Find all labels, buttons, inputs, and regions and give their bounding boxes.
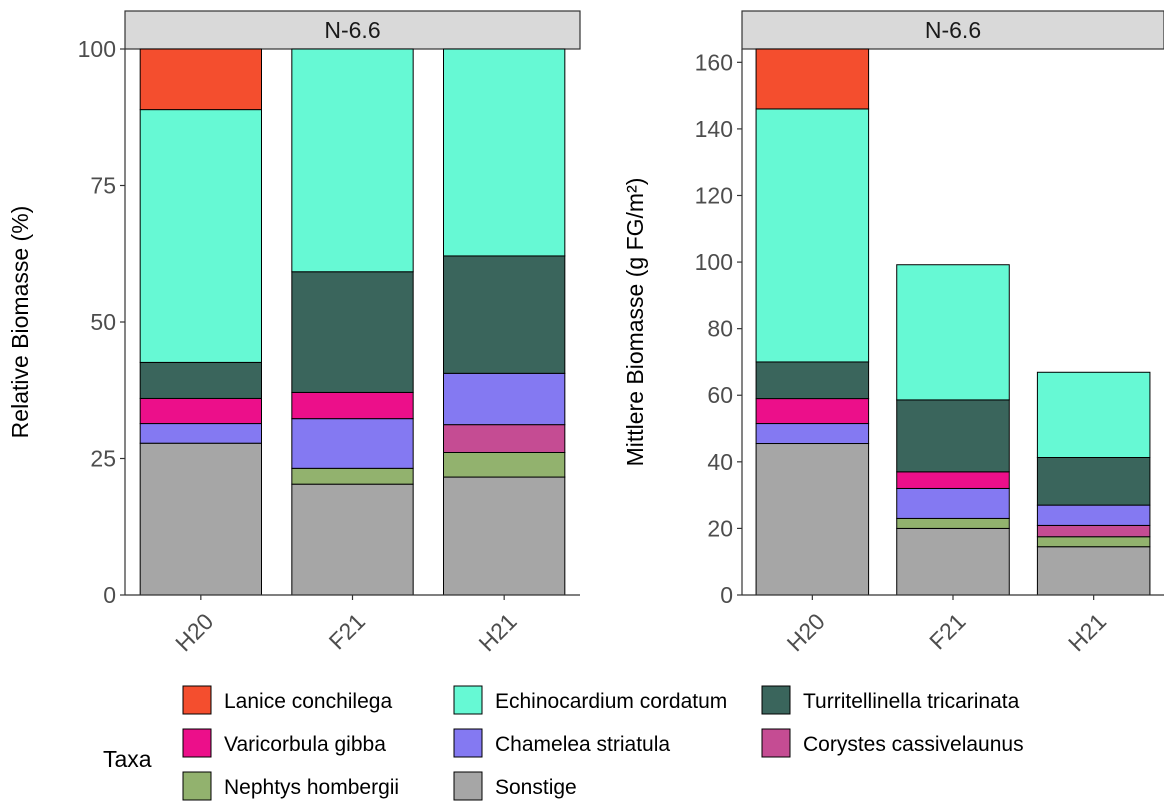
bar-segment-h21-nephtys-hombergii: [443, 451, 566, 478]
bar-segment-f21-echinocardium-cordatum: [896, 264, 1010, 401]
y-tick-label-40: 40: [707, 449, 733, 475]
legend-item-sonstige: Sonstige: [453, 771, 577, 801]
facet-strip: [741, 10, 1164, 50]
bar-segment-h21-turritellinella-tricarinata: [443, 255, 566, 374]
facet-strip: [124, 10, 581, 50]
legend: Taxa Lanice conchilega Echinocardium corda…: [103, 685, 1024, 801]
bar-segment-f21-chamelea-striatula: [291, 418, 414, 469]
bar-segment-f21-varicorbula-gibba: [896, 471, 1010, 489]
legend-label: Echinocardium cordatum: [495, 690, 727, 713]
bar-segment-f21-nephtys-hombergii: [896, 517, 1010, 529]
y-tick-label-80: 80: [707, 316, 733, 342]
legend-label: Corystes cassivelaunus: [803, 733, 1024, 756]
y-tick-label-60: 60: [707, 382, 733, 408]
legend-label: Varicorbula gibba: [224, 733, 386, 756]
chart-panels: N-6.6 H20 F21 H21 0 25 50 75 100 Relative Biomass…: [7, 10, 1164, 656]
legend-label: Nephtys hombergii: [224, 776, 399, 799]
y-tick-label-75: 75: [90, 173, 116, 199]
legend-item-lanice-conchilega: Lanice conchilega: [182, 685, 392, 715]
bar-segment-h20-echinocardium-cordatum: [755, 108, 870, 363]
bar-segment-h20-varicorbula-gibba: [139, 397, 263, 425]
bar-segment-h20-turritellinella-tricarinata: [755, 361, 870, 400]
facet-strip-label: N-6.6: [324, 17, 380, 43]
y-tick-label-0: 0: [103, 582, 116, 608]
bar-segment-f21-nephtys-hombergii: [291, 467, 414, 485]
bar-segment-f21-chamelea-striatula: [896, 487, 1010, 519]
x-tick-label-h21: H21: [473, 608, 521, 656]
bar-segment-h20-chamelea-striatula: [755, 423, 870, 445]
y-axis-title: Relative Biomasse (%): [7, 206, 33, 439]
y-tick-label-140: 140: [695, 116, 733, 142]
bar-segment-h20-lanice-conchilega: [755, 48, 870, 110]
legend-swatch: [182, 685, 212, 715]
legend-swatch: [761, 728, 791, 758]
bar-segment-h21-nephtys-hombergii: [1036, 536, 1151, 548]
legend-label: Sonstige: [495, 776, 577, 799]
legend-swatch: [182, 728, 212, 758]
bar-segment-h20-echinocardium-cordatum: [139, 109, 263, 363]
bar-segment-h21-turritellinella-tricarinata: [1036, 457, 1151, 506]
legend-label: Turritellinella tricarinata: [803, 690, 1020, 713]
legend-title: Taxa: [103, 746, 152, 772]
y-axis-title: Mittlere Biomasse (g FG/m²): [622, 178, 648, 467]
bar-segment-h20-lanice-conchilega: [139, 48, 263, 111]
legend-item-chamelea-striatula: Chamelea striatula: [453, 728, 670, 758]
y-tick-label-100: 100: [695, 249, 733, 275]
bar-segment-h20-sonstige: [139, 442, 263, 596]
legend-item-echinocardium-cordatum: Echinocardium cordatum: [453, 685, 727, 715]
y-tick-label-160: 160: [695, 49, 733, 75]
x-tick-label-f21: F21: [324, 608, 370, 654]
legend-swatch: [453, 771, 483, 801]
y-tick-label-25: 25: [90, 446, 116, 472]
legend-swatch: [182, 771, 212, 801]
bar-segment-f21-echinocardium-cordatum: [291, 48, 414, 273]
x-tick-label-h20: H20: [170, 608, 218, 656]
bar-segment-h20-sonstige: [755, 443, 870, 596]
bar-segment-h21-echinocardium-cordatum: [443, 48, 566, 257]
bar-segment-f21-turritellinella-tricarinata: [896, 399, 1010, 473]
bar-segment-h21-corystes-cassivelaunus: [1036, 524, 1151, 538]
bar-segment-h21-sonstige: [1036, 546, 1151, 596]
facet-strip-label: N-6.6: [925, 17, 981, 43]
x-tick-label-f21: F21: [924, 608, 970, 654]
bar-segment-h20-chamelea-striatula: [139, 423, 263, 444]
legend-item-turritellinella-tricarinata: Turritellinella tricarinata: [761, 685, 1020, 715]
bar-segment-h20-turritellinella-tricarinata: [139, 361, 263, 399]
bar-segment-f21-varicorbula-gibba: [291, 391, 414, 420]
bar-segment-f21-turritellinella-tricarinata: [291, 271, 414, 393]
bar-segment-h21-sonstige: [443, 476, 566, 596]
bar-segment-f21-sonstige: [291, 483, 414, 596]
bar-segment-h20-varicorbula-gibba: [755, 398, 870, 425]
bar-segment-f21-sonstige: [896, 527, 1010, 596]
legend-label: Lanice conchilega: [224, 690, 392, 713]
panel-1: N-6.6 H20 F21 H21 0 25 50 75 100 Relative Biomass…: [7, 10, 581, 656]
panel-2: N-6.6 H20 F21 H21 0 20 40 60 80 100 120 140 160 Mittl…: [622, 10, 1164, 656]
legend-label: Chamelea striatula: [495, 733, 670, 756]
y-tick-label-50: 50: [90, 309, 116, 335]
y-tick-label-100: 100: [78, 36, 116, 62]
y-tick-label-0: 0: [720, 582, 733, 608]
y-tick-label-120: 120: [695, 182, 733, 208]
bar-segment-h21-chamelea-striatula: [1036, 504, 1151, 526]
legend-item-varicorbula-gibba: Varicorbula gibba: [182, 728, 386, 758]
x-tick-label-h21: H21: [1063, 608, 1111, 656]
legend-swatch: [453, 685, 483, 715]
y-tick-label-20: 20: [707, 515, 733, 541]
legend-swatch: [453, 728, 483, 758]
legend-item-corystes-cassivelaunus: Corystes cassivelaunus: [761, 728, 1024, 758]
x-tick-label-h20: H20: [782, 608, 830, 656]
bar-segment-h21-chamelea-striatula: [443, 372, 566, 426]
bar-segment-h21-corystes-cassivelaunus: [443, 424, 566, 453]
legend-swatch: [761, 685, 791, 715]
bar-segment-h21-echinocardium-cordatum: [1036, 371, 1151, 459]
legend-item-nephtys-hombergii: Nephtys hombergii: [182, 771, 399, 801]
